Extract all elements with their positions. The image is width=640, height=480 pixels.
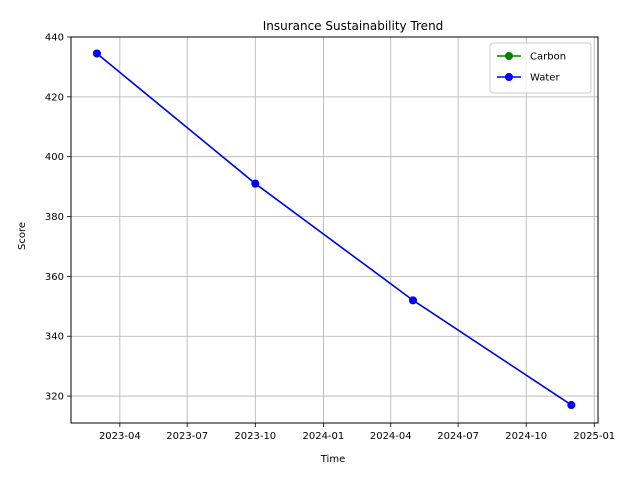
x-tick-label: 2023-07 [166,431,208,442]
legend-box [489,42,592,94]
y-tick-label: 360 [45,272,64,283]
legend: Carbon Water [489,42,592,94]
x-tick-label: 2025-01 [573,431,615,442]
y-tick-label: 420 [45,92,64,103]
legend-label-water: Water [530,73,560,84]
x-tick-label: 2023-04 [99,431,141,442]
chart-title: Insurance Sustainability Trend [263,19,444,33]
x-axis: 2023-04 2023-07 2023-10 2024-01 2024-04 2024-… [99,423,615,442]
plot-frame [70,36,599,424]
data-point-water [251,179,260,188]
legend-label-carbon: Carbon [530,52,566,63]
data-point-water [567,401,576,410]
data-point-water [408,296,417,305]
y-tick-label: 380 [45,212,64,223]
y-tick-label: 440 [45,33,64,44]
x-tick-label: 2024-07 [437,431,479,442]
x-tick-label: 2024-10 [505,431,547,442]
x-tick-label: 2023-10 [234,431,276,442]
x-tick-label: 2024-01 [302,431,344,442]
data-point-water [92,49,101,58]
legend-marker-carbon [505,52,513,60]
y-tick-label: 320 [45,392,64,403]
y-axis-label: Score [17,222,28,250]
y-tick-label: 340 [45,332,64,343]
legend-marker-water [505,73,513,81]
y-axis: 320 340 360 380 400 420 440 [45,33,71,403]
x-axis-label: Time [320,454,345,465]
x-tick-label: 2024-04 [370,431,412,442]
series-line-water [96,52,572,406]
y-tick-label: 400 [45,152,64,163]
series-layer [92,49,576,410]
